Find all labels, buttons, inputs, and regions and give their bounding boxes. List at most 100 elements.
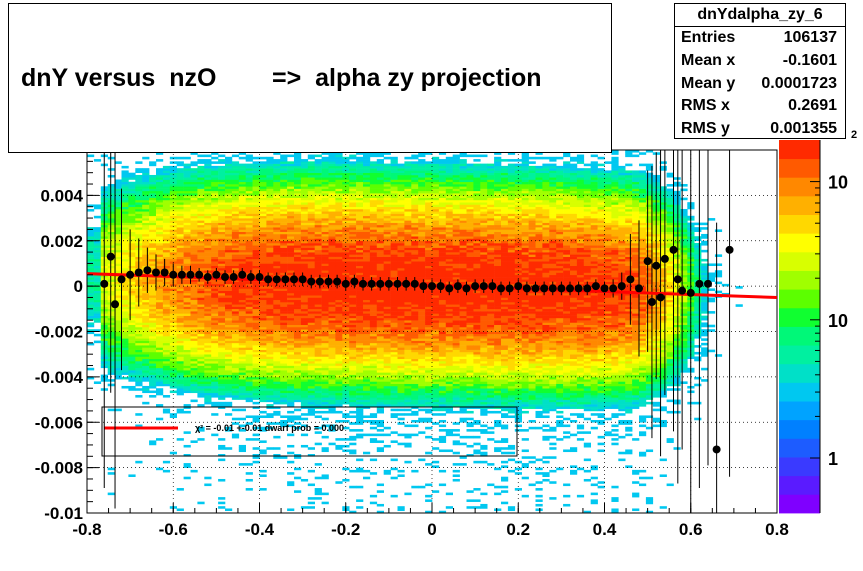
heat-cell (169, 385, 177, 389)
heat-cell (294, 272, 302, 276)
heat-cell (273, 202, 281, 205)
heat-cell (328, 211, 336, 214)
heat-cell (335, 370, 343, 373)
heat-cell (397, 354, 405, 357)
heat-cell (363, 195, 371, 198)
heat-cell (280, 342, 288, 346)
heat-cell (300, 288, 309, 291)
heat-cell (176, 381, 184, 384)
heat-cell (397, 358, 405, 362)
heat-cell (231, 222, 240, 226)
heat-cell (383, 245, 391, 248)
heat-cell (273, 356, 281, 360)
heat-cell (245, 326, 253, 330)
heat-cell (183, 351, 191, 355)
heat-cell (197, 236, 205, 239)
heat-cell (218, 208, 226, 212)
heat-cell (307, 315, 315, 319)
heat-cell (149, 184, 157, 187)
heat-cell (266, 186, 274, 189)
heat-cell (114, 331, 122, 335)
heat-cell (135, 170, 143, 173)
heat-cell (376, 483, 384, 487)
heat-cell (287, 288, 295, 291)
heat-cell (204, 401, 212, 405)
heat-cell (307, 383, 315, 387)
heat-cell (225, 356, 233, 360)
heat-cell (252, 370, 260, 373)
heat-cell (204, 383, 212, 387)
heat-cell (383, 152, 391, 155)
heat-cell (363, 349, 371, 353)
heat-cell (183, 465, 191, 468)
heat-cell (390, 258, 398, 262)
heat-cell (114, 345, 122, 348)
heat-cell (356, 245, 364, 248)
heat-cell (183, 304, 191, 307)
heat-cell (162, 395, 171, 398)
heat-cell (383, 306, 391, 310)
heat-cell (197, 356, 205, 360)
heat-cell (225, 342, 233, 346)
heat-cell (369, 401, 378, 405)
heat-cell (204, 356, 212, 360)
heat-cell (307, 254, 315, 257)
heat-cell (273, 163, 281, 167)
heat-cell (321, 288, 329, 291)
heat-cell (314, 224, 322, 228)
heat-cell (197, 340, 205, 344)
heat-cell (369, 195, 378, 198)
heat-cell (349, 202, 357, 205)
heat-cell (204, 233, 212, 237)
heat-cell (342, 295, 350, 298)
heat-cell (252, 199, 260, 203)
heat-cell (93, 304, 102, 307)
heat-cell (107, 372, 115, 375)
heat-cell (162, 215, 171, 219)
heat-cell (349, 265, 357, 269)
heat-cell (162, 265, 171, 269)
heat-cell (328, 306, 336, 310)
heat-cell (128, 220, 136, 223)
heat-cell (314, 442, 322, 446)
heat-cell (183, 163, 191, 167)
heat-cell (162, 218, 171, 221)
heat-cell (321, 199, 329, 203)
heat-cell (390, 295, 398, 298)
heat-cell (363, 265, 371, 269)
heat-cell (238, 381, 246, 384)
heat-cell (363, 161, 371, 164)
heat-cell (383, 342, 391, 346)
heat-cell (176, 181, 184, 185)
heat-cell (390, 249, 398, 253)
heat-cell (273, 181, 281, 185)
heat-cell (314, 252, 322, 255)
heat-cell (121, 202, 129, 205)
heat-cell (328, 254, 336, 257)
heat-cell (300, 388, 309, 391)
heat-cell (218, 224, 226, 228)
heat-cell (169, 231, 177, 235)
heat-cell (321, 388, 329, 391)
heat-cell (87, 249, 95, 253)
heat-cell (300, 174, 309, 178)
heat-cell (280, 356, 288, 360)
heat-cell (280, 326, 288, 330)
heat-cell (225, 252, 233, 255)
heat-cell (342, 367, 350, 371)
heat-cell (176, 342, 184, 346)
heat-cell (356, 179, 364, 183)
heat-cell (245, 422, 253, 425)
heat-cell (287, 220, 295, 223)
heat-cell (225, 184, 233, 187)
heat-cell (183, 454, 191, 457)
heat-cell (190, 299, 198, 303)
heat-cell (349, 290, 357, 294)
heat-cell (363, 206, 371, 210)
heat-cell (266, 206, 274, 210)
heat-cell (190, 349, 198, 353)
heat-cell (363, 172, 371, 176)
heat-cell (383, 401, 391, 405)
heat-cell (273, 435, 281, 439)
heat-cell (218, 311, 226, 314)
